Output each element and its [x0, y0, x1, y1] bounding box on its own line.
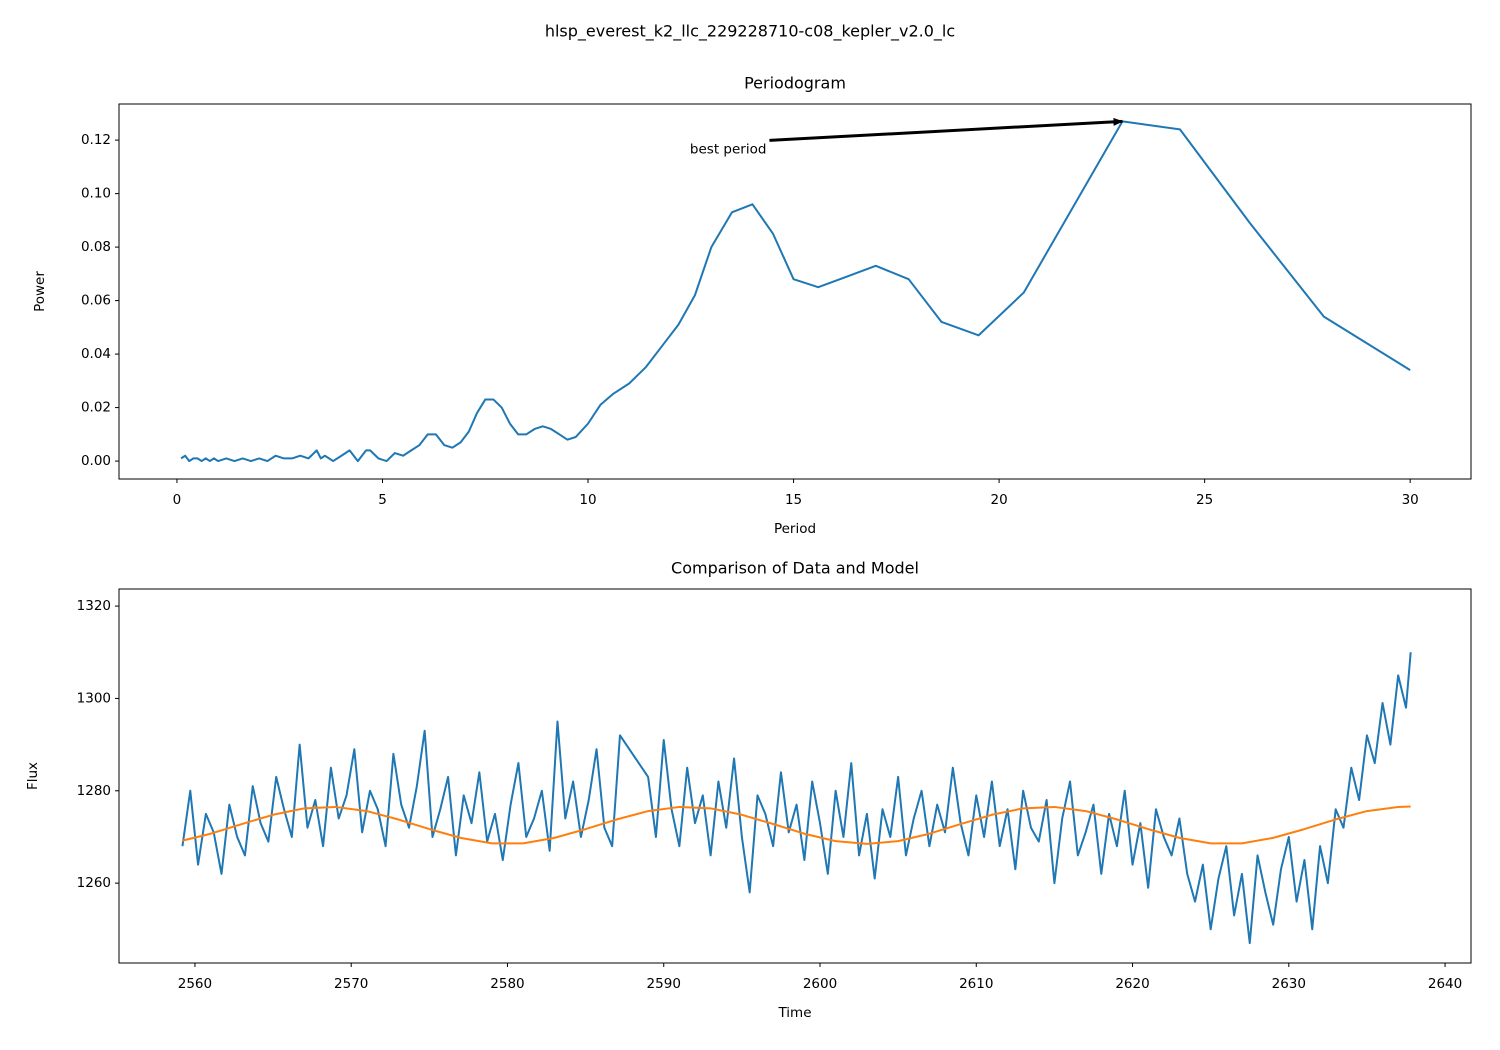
x-tick-label: 2620 — [1115, 976, 1149, 992]
x-tick-label: 25 — [1196, 492, 1213, 508]
x-tick-label: 2570 — [334, 976, 368, 992]
x-tick-label: 30 — [1402, 492, 1419, 508]
y-tick-label: 1260 — [77, 875, 111, 891]
y-axis-label: Power — [32, 271, 48, 312]
annotation-arrow — [769, 117, 1124, 142]
y-tick-label: 0.02 — [81, 400, 111, 416]
y-tick-label: 1300 — [77, 690, 111, 706]
x-tick-label: 5 — [378, 492, 387, 508]
axes-frame — [118, 103, 1472, 480]
y-tick-label: 0.06 — [81, 293, 111, 309]
data-line — [182, 805, 1411, 845]
y-axis-label: Flux — [25, 762, 41, 790]
x-tick-label: 10 — [579, 492, 596, 508]
axes-title: Comparison of Data and Model — [671, 559, 919, 578]
y-tick-label: 1280 — [77, 783, 111, 799]
x-tick-label: 2600 — [803, 976, 837, 992]
x-tick-label: 2640 — [1428, 976, 1462, 992]
y-tick-label: 0.12 — [81, 132, 111, 148]
x-axis-label: Period — [774, 521, 816, 537]
x-tick-label: 20 — [991, 492, 1008, 508]
y-tick-label: 1320 — [77, 598, 111, 614]
y-tick-label: 0.08 — [81, 239, 111, 255]
x-tick-label: 2580 — [490, 976, 524, 992]
axes-title: Periodogram — [744, 74, 846, 93]
x-tick-label: 2610 — [959, 976, 993, 992]
x-tick-label: 15 — [785, 492, 802, 508]
annotation-text: best period — [690, 141, 767, 157]
x-tick-label: 0 — [173, 492, 182, 508]
x-tick-label: 2560 — [178, 976, 212, 992]
axes-frame — [118, 588, 1472, 964]
y-tick-label: 0.00 — [81, 453, 111, 469]
y-tick-label: 0.04 — [81, 346, 111, 362]
figure-title: hlsp_everest_k2_llc_229228710-c08_kepler… — [545, 22, 955, 42]
x-tick-label: 2630 — [1272, 976, 1306, 992]
x-tick-label: 2590 — [647, 976, 681, 992]
y-tick-label: 0.10 — [81, 186, 111, 202]
data-line — [180, 120, 1411, 463]
data-line — [181, 652, 1412, 945]
x-axis-label: Time — [777, 1005, 811, 1021]
